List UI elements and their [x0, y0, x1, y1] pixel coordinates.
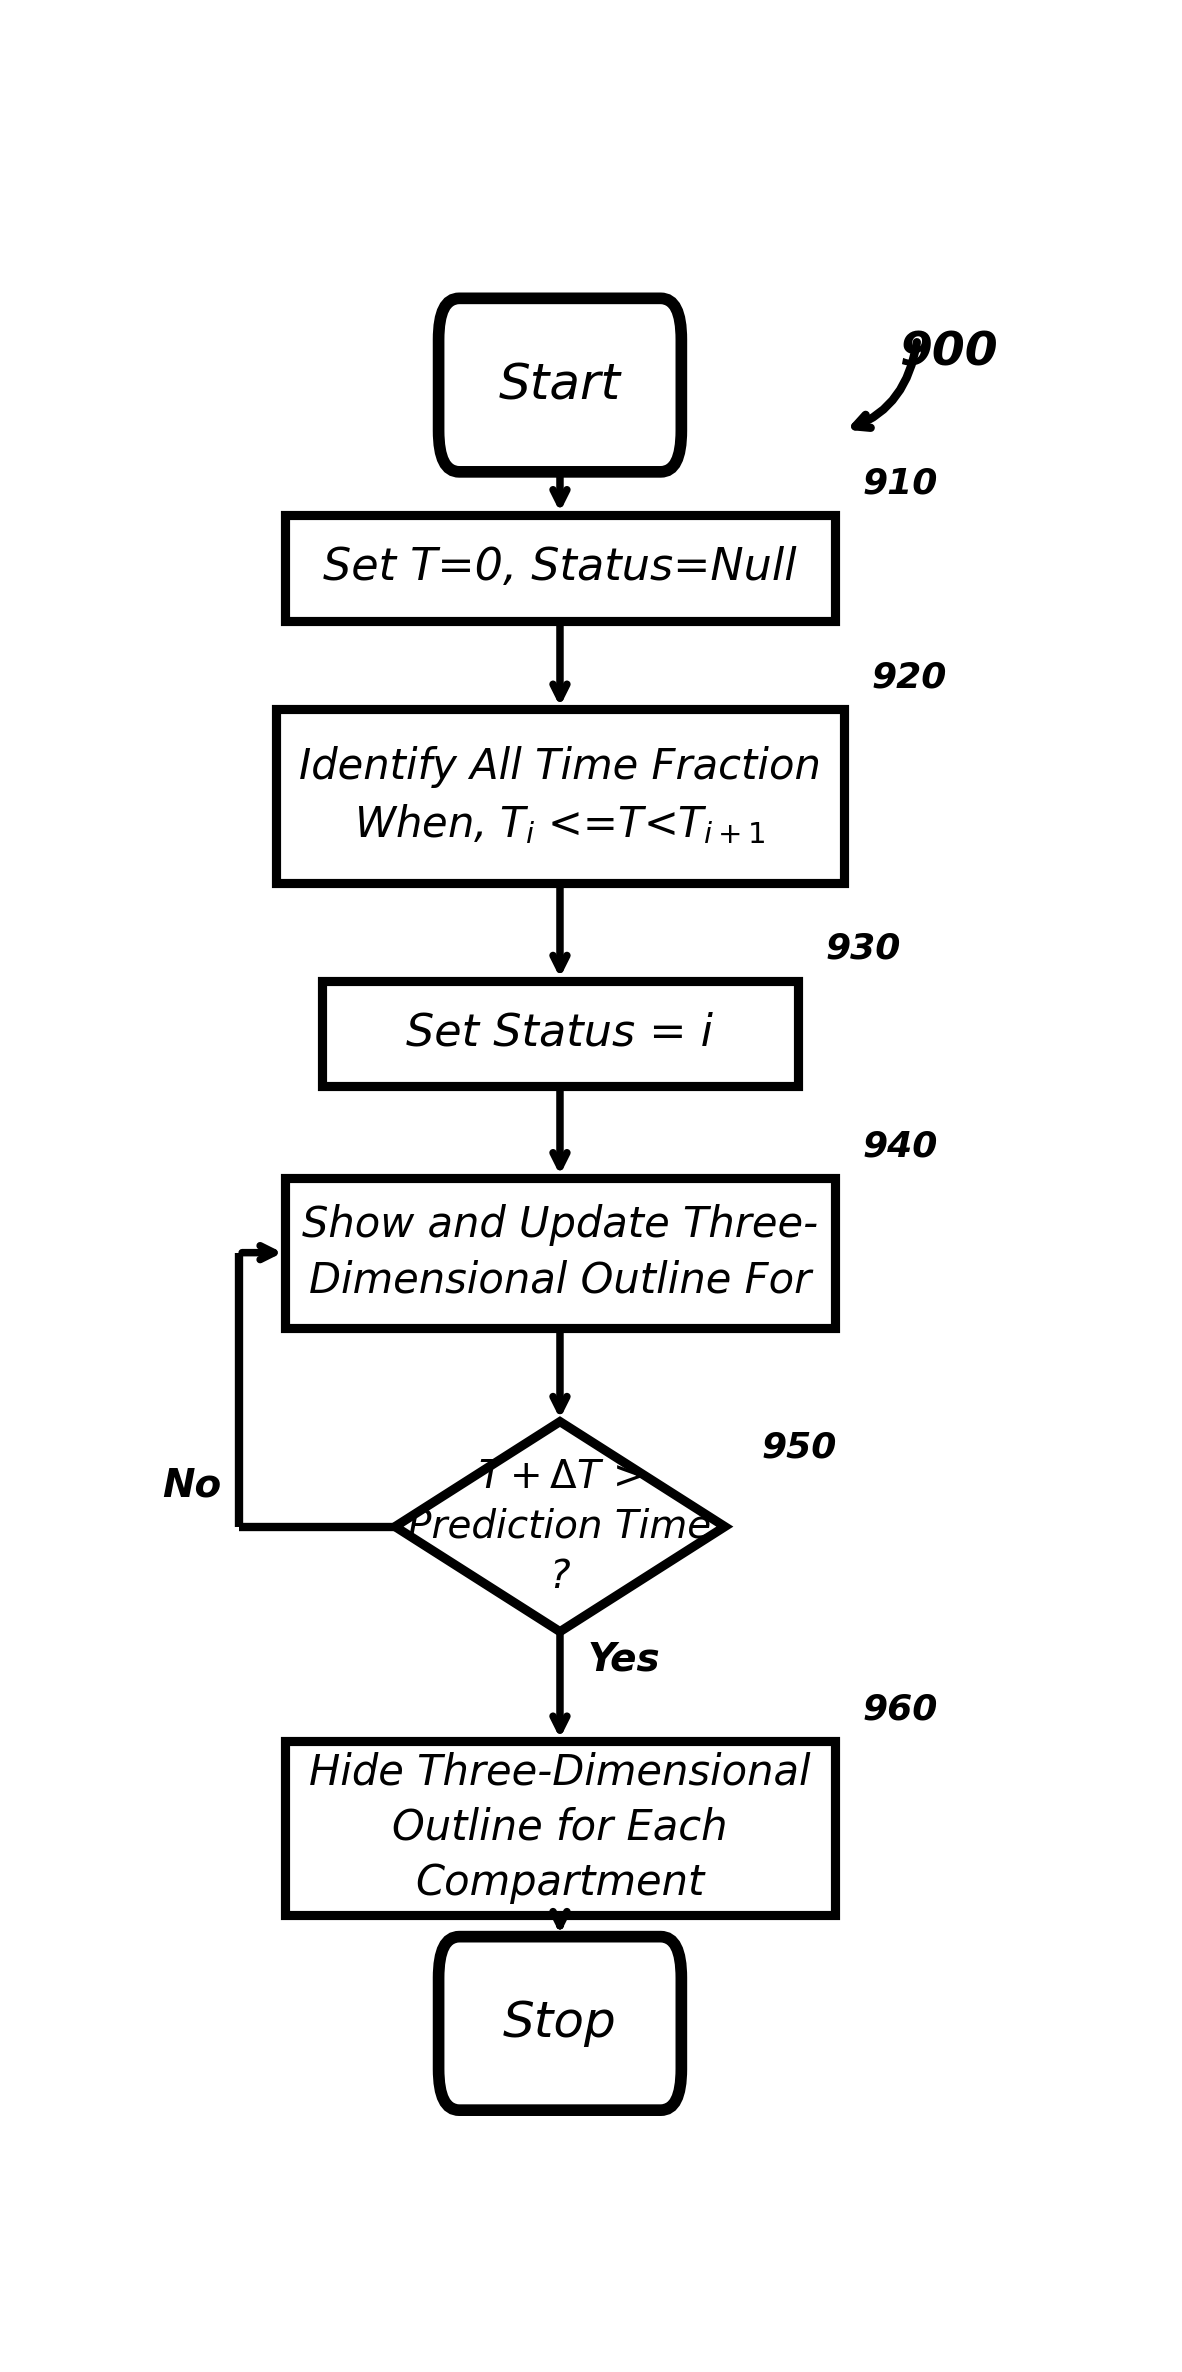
- Text: 950: 950: [761, 1430, 837, 1466]
- Text: 920: 920: [871, 662, 947, 695]
- Text: 940: 940: [862, 1129, 937, 1162]
- Text: Hide Three-Dimensional
Outline for Each
Compartment: Hide Three-Dimensional Outline for Each …: [310, 1753, 811, 1905]
- Text: Set Status = i: Set Status = i: [407, 1013, 714, 1056]
- Text: Set T=0, Status=Null: Set T=0, Status=Null: [323, 546, 797, 588]
- Text: 930: 930: [825, 932, 901, 965]
- Text: 900: 900: [900, 330, 998, 375]
- Text: Stop: Stop: [504, 2000, 617, 2047]
- Text: Start: Start: [499, 361, 621, 408]
- Text: Yes: Yes: [587, 1641, 660, 1679]
- Text: No: No: [162, 1466, 221, 1504]
- Text: $T+\Delta T$ >
Prediction Time
?: $T+\Delta T$ > Prediction Time ?: [409, 1459, 712, 1596]
- Bar: [322, 980, 798, 1086]
- FancyBboxPatch shape: [439, 1936, 681, 2111]
- Bar: [285, 1179, 834, 1328]
- Text: Identify All Time Fraction
When, $T_i$ <=T<$T_{i+1}$: Identify All Time Fraction When, $T_i$ <…: [299, 747, 821, 847]
- Bar: [285, 515, 834, 621]
- Polygon shape: [395, 1421, 725, 1632]
- Text: Show and Update Three-
Dimensional Outline For: Show and Update Three- Dimensional Outli…: [301, 1205, 818, 1302]
- Text: 960: 960: [862, 1694, 937, 1727]
- Bar: [285, 1741, 834, 1914]
- Bar: [277, 709, 844, 882]
- Text: 910: 910: [862, 467, 937, 500]
- FancyBboxPatch shape: [439, 299, 681, 472]
